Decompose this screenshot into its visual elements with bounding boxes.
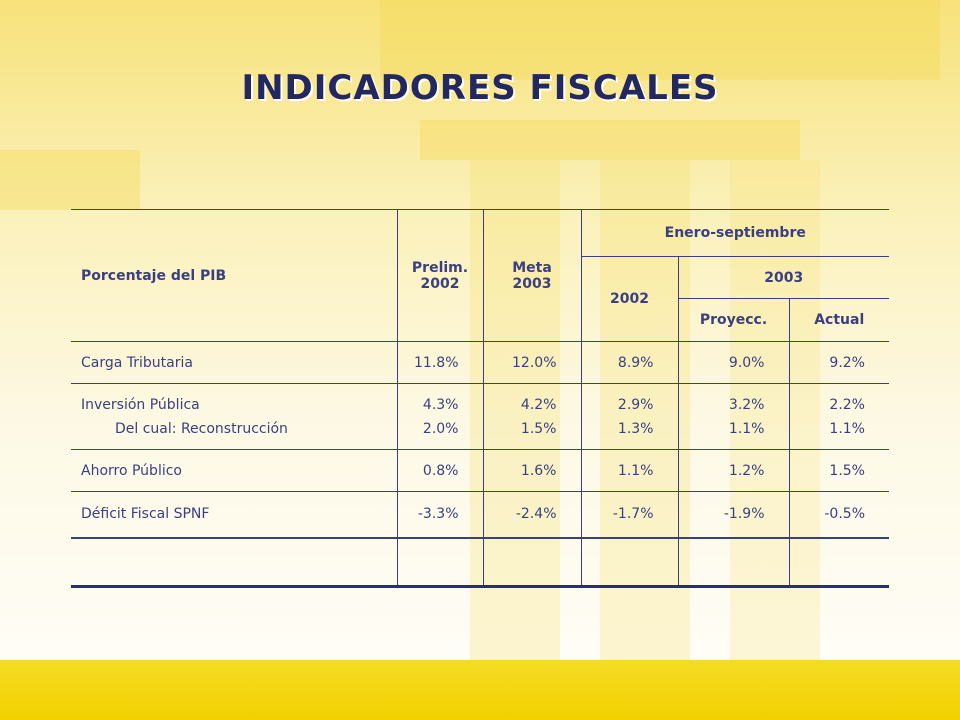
table-row: Inversión Pública Del cual: Reconstrucci… <box>71 383 889 450</box>
cell-2002: 1.1% <box>580 449 678 492</box>
cell-meta-sub: 1.5% <box>520 420 557 437</box>
row-label-sub: Del cual: Reconstrucción <box>115 420 288 437</box>
header-period: Enero-septiembre <box>580 209 889 257</box>
row-label: Ahorro Público <box>71 449 397 492</box>
cell-meta: 12.0% <box>482 341 581 384</box>
cell-prelim: 0.8% <box>396 449 483 492</box>
row-label-main: Inversión Pública <box>81 396 200 413</box>
cell-proyecc-sub: 1.1% <box>728 420 765 437</box>
header-meta: Meta 2003 <box>482 209 581 342</box>
table-row: Déficit Fiscal SPNF -3.3% -2.4% -1.7% -1… <box>71 491 889 538</box>
header-period-2003: 2003 <box>677 256 889 299</box>
cell-proyecc: 1.2% <box>677 449 789 492</box>
header-meta-line1: Meta <box>512 259 552 276</box>
cell-proyecc: -1.9% <box>677 491 789 538</box>
table-row: Carga Tributaria 11.8% 12.0% 8.9% 9.0% 9… <box>71 341 889 384</box>
header-label-text: Porcentaje del PIB <box>81 267 227 284</box>
fiscal-indicators-table: Porcentaje del PIB Prelim. 2002 Meta 200… <box>71 209 889 588</box>
cell-proyecc-main: 3.2% <box>728 396 765 413</box>
header-proyecc: Proyecc. <box>677 298 789 342</box>
empty-cell <box>677 536 789 588</box>
row-label: Carga Tributaria <box>71 341 397 384</box>
empty-cell <box>788 536 889 588</box>
header-prelim: Prelim. 2002 <box>396 209 483 342</box>
cell-actual: 1.5% <box>788 449 889 492</box>
cell-2002: 2.9% 1.3% <box>580 383 678 450</box>
cell-actual-sub: 1.1% <box>829 420 865 437</box>
empty-cell <box>482 536 581 588</box>
cell-prelim-sub: 2.0% <box>422 420 459 437</box>
table-row-empty <box>71 536 889 588</box>
cell-proyecc: 9.0% <box>677 341 789 384</box>
cell-2002: 8.9% <box>580 341 678 384</box>
cell-actual-main: 2.2% <box>829 396 865 413</box>
header-prelim-line1: Prelim. <box>411 259 469 276</box>
cell-meta-main: 4.2% <box>520 396 557 413</box>
header-actual: Actual <box>788 298 889 342</box>
bottom-band <box>0 660 960 720</box>
row-label: Inversión Pública Del cual: Reconstrucci… <box>71 383 397 450</box>
cell-proyecc: 3.2% 1.1% <box>677 383 789 450</box>
empty-cell <box>71 536 397 588</box>
empty-cell <box>580 536 678 588</box>
empty-cell <box>396 536 483 588</box>
cell-meta: 1.6% <box>482 449 581 492</box>
header-prelim-line2: 2002 <box>420 275 460 292</box>
cell-2002: -1.7% <box>580 491 678 538</box>
row-label: Déficit Fiscal SPNF <box>71 491 397 538</box>
cell-prelim-main: 4.3% <box>422 396 459 413</box>
cell-prelim: -3.3% <box>396 491 483 538</box>
cell-actual: 9.2% <box>788 341 889 384</box>
cell-prelim: 11.8% <box>396 341 483 384</box>
header-period-2002: 2002 <box>580 256 678 342</box>
cell-2002-sub: 1.3% <box>617 420 654 437</box>
table-row: Ahorro Público 0.8% 1.6% 1.1% 1.2% 1.5% <box>71 449 889 492</box>
cell-prelim: 4.3% 2.0% <box>396 383 483 450</box>
header-meta-line2: 2003 <box>512 275 552 292</box>
cell-meta: -2.4% <box>482 491 581 538</box>
cell-2002-main: 2.9% <box>617 396 654 413</box>
cell-actual: -0.5% <box>788 491 889 538</box>
cell-actual: 2.2% 1.1% <box>788 383 889 450</box>
page-title: INDICADORES FISCALES <box>241 68 719 108</box>
header-porcentaje: Porcentaje del PIB <box>71 209 397 342</box>
cell-meta: 4.2% 1.5% <box>482 383 581 450</box>
